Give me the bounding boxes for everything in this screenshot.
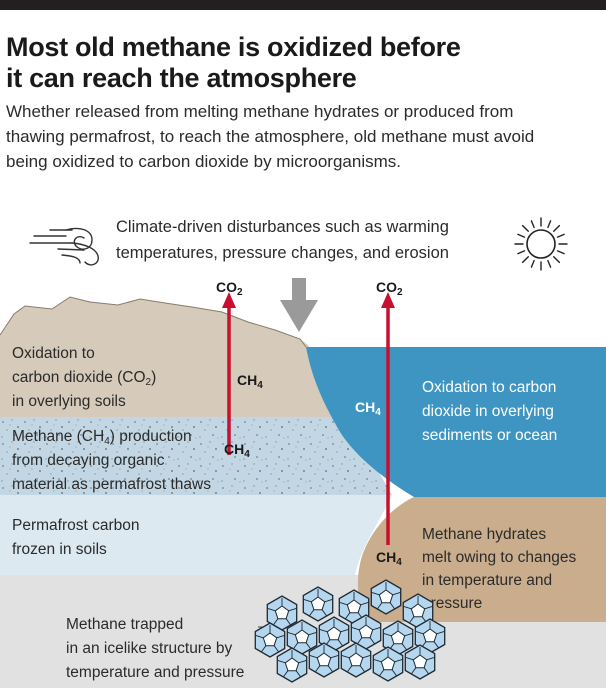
ocean-oxidation-line-3: sediments or ocean bbox=[422, 427, 557, 444]
title-line-2: it can reach the atmosphere bbox=[6, 63, 357, 93]
hydrate-cage-icon bbox=[302, 586, 334, 622]
sun-icon bbox=[514, 217, 568, 271]
page-title: Most old methane is oxidized before it c… bbox=[6, 32, 461, 94]
title-line-1: Most old methane is oxidized before bbox=[6, 32, 461, 62]
hydrates-line-4: pressure bbox=[422, 595, 482, 612]
disturbance-line-2: temperatures, pressure changes, and eros… bbox=[116, 244, 449, 262]
left-arrow-head bbox=[222, 292, 236, 308]
top-rule bbox=[0, 0, 606, 10]
speckle-texture bbox=[0, 417, 392, 495]
down-arrow-icon bbox=[280, 278, 318, 332]
frozen-permafrost-layer bbox=[0, 495, 392, 575]
methane-production-line-1: Methane (CH4) production bbox=[12, 428, 192, 447]
hydrate-cage-cluster bbox=[254, 579, 446, 683]
ch4-label-permafrost: CH4 bbox=[224, 441, 250, 460]
hydrate-cage-icon bbox=[404, 644, 436, 680]
soil-oxidation-line-3: in overlying soils bbox=[12, 393, 126, 410]
hydrate-cage-icon bbox=[340, 642, 372, 678]
hydrates-line-1: Methane hydrates bbox=[422, 526, 546, 543]
ocean-oxidation-line-2: dioxide in overlying bbox=[422, 403, 554, 420]
hydrate-cage-icon bbox=[254, 622, 286, 658]
methane-production-line-3: material as permafrost thaws bbox=[12, 476, 211, 493]
hydrate-cage-icon bbox=[276, 647, 308, 683]
hydrate-cage-icon bbox=[338, 589, 370, 625]
topsoil-layer bbox=[0, 297, 345, 417]
hydrate-cage-icon bbox=[370, 579, 402, 615]
ground-surface-line bbox=[0, 296, 307, 348]
permafrost-line-1: Permafrost carbon bbox=[12, 517, 140, 534]
methane-production-line-2: from decaying organic bbox=[12, 452, 165, 469]
subtitle-line-2: thawing permafrost, to reach the atmosph… bbox=[6, 127, 535, 146]
co2-label-left: CO2 bbox=[216, 279, 243, 298]
co2-label-right: CO2 bbox=[376, 279, 403, 298]
ocean bbox=[306, 347, 606, 497]
subtitle: Whether released from melting methane hy… bbox=[6, 99, 604, 174]
soil-oxidation-line-2: carbon dioxide (CO2) bbox=[12, 369, 156, 388]
ch4-label-ocean: CH4 bbox=[355, 399, 381, 418]
right-arrow-head bbox=[381, 292, 395, 308]
trapped-line-2: in an icelike structure by bbox=[66, 640, 233, 657]
disturbance-line-1: Climate-driven disturbances such as warm… bbox=[116, 218, 449, 236]
ch4-label-soil: CH4 bbox=[237, 372, 263, 391]
soil-oxidation-line-1: Oxidation to bbox=[12, 345, 95, 362]
wind-icon bbox=[29, 227, 99, 266]
hydrate-cage-icon bbox=[372, 646, 404, 682]
trapped-line-1: Methane trapped bbox=[66, 616, 183, 633]
hydrates-line-3: in temperature and bbox=[422, 572, 552, 589]
permafrost-line-2: frozen in soils bbox=[12, 541, 107, 558]
hydrates-line-2: melt owing to changes bbox=[422, 549, 576, 566]
ch4-label-hydrates: CH4 bbox=[376, 549, 402, 568]
hydrate-cage-icon bbox=[266, 595, 298, 631]
hydrate-cage-icon bbox=[382, 620, 414, 656]
trapped-line-3: temperature and pressure bbox=[66, 664, 244, 681]
hydrate-cage-icon bbox=[308, 642, 340, 678]
subtitle-line-3: being oxidized to carbon dioxide by micr… bbox=[6, 152, 401, 171]
hydrate-cage-icon bbox=[350, 614, 382, 650]
ocean-oxidation-line-1: Oxidation to carbon bbox=[422, 379, 556, 396]
marine-sediment bbox=[357, 497, 606, 622]
subtitle-line-1: Whether released from melting methane hy… bbox=[6, 102, 514, 121]
bottom-margin bbox=[0, 688, 606, 700]
